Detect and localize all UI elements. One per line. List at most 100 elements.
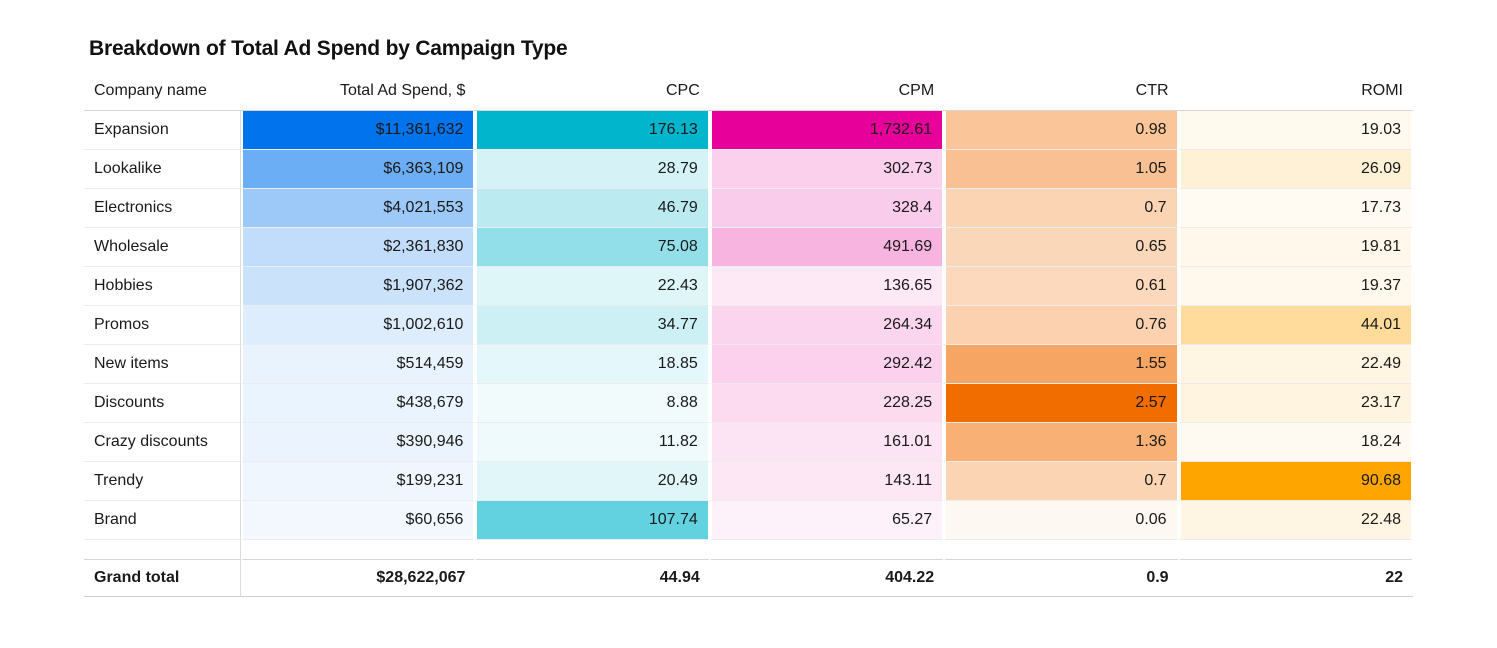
row-label: Lookalike xyxy=(84,150,241,189)
heatmap-cell-cpc: 75.08 xyxy=(475,228,710,267)
heatmap-cell-ctr: 1.55 xyxy=(944,345,1179,384)
heatmap-cell-ad-spend: $1,907,362 xyxy=(241,267,476,306)
heatmap-cell-ctr: 2.57 xyxy=(944,384,1179,423)
heatmap-cell-cpc: 46.79 xyxy=(475,189,710,228)
heatmap-cell-cpc: 8.88 xyxy=(475,384,710,423)
heatmap-cell-cpc: 22.43 xyxy=(475,267,710,306)
heatmap-cell-cpm: 328.4 xyxy=(709,189,945,228)
heatmap-cell-romi: 17.73 xyxy=(1178,189,1413,228)
grand-total-cpm: 404.22 xyxy=(709,560,945,597)
heatmap-cell-ctr: 1.36 xyxy=(944,423,1179,462)
grand-total-cpc: 44.94 xyxy=(475,560,710,597)
heatmap-cell-ad-spend: $2,361,830 xyxy=(241,228,476,267)
heatmap-cell-cpc: 11.82 xyxy=(475,423,710,462)
heatmap-cell-ctr: 0.7 xyxy=(944,189,1179,228)
grand-total-ad-spend: $28,622,067 xyxy=(241,560,476,597)
heatmap-cell-romi: 18.24 xyxy=(1178,423,1413,462)
table-row: Trendy $199,231 20.49 143.11 0.7 90.68 xyxy=(84,462,1413,501)
column-header-romi[interactable]: ROMI xyxy=(1178,72,1413,111)
heatmap-cell-cpm: 264.34 xyxy=(709,306,945,345)
heatmap-cell-cpc: 18.85 xyxy=(475,345,710,384)
spacer-cell xyxy=(709,540,945,560)
table-row: Crazy discounts $390,946 11.82 161.01 1.36 18… xyxy=(84,423,1413,462)
heatmap-cell-ad-spend: $390,946 xyxy=(241,423,476,462)
row-label: Brand xyxy=(84,501,241,540)
column-header-total-ad-spend[interactable]: Total Ad Spend, $ xyxy=(241,72,476,111)
table-row: Wholesale $2,361,830 75.08 491.69 0.65 19.81 xyxy=(84,228,1413,267)
heatmap-cell-ctr: 0.65 xyxy=(944,228,1179,267)
heatmap-cell-ad-spend: $1,002,610 xyxy=(241,306,476,345)
table-row: Expansion $11,361,632 176.13 1,732.61 0.98 19… xyxy=(84,111,1413,150)
spacer-cell xyxy=(944,540,1179,560)
heatmap-cell-ctr: 0.76 xyxy=(944,306,1179,345)
column-header-cpc[interactable]: CPC xyxy=(475,72,710,111)
column-header-ctr[interactable]: CTR xyxy=(944,72,1179,111)
heatmap-cell-cpc: 20.49 xyxy=(475,462,710,501)
heatmap-cell-cpm: 1,732.61 xyxy=(709,111,945,150)
spacer-cell xyxy=(1178,540,1413,560)
header-row: Company name Total Ad Spend, $ CPC CPM C… xyxy=(84,72,1413,111)
heatmap-cell-romi: 22.48 xyxy=(1178,501,1413,540)
heatmap-cell-cpc: 28.79 xyxy=(475,150,710,189)
chart-title: Breakdown of Total Ad Spend by Campaign … xyxy=(89,37,568,60)
row-label: Discounts xyxy=(84,384,241,423)
heatmap-cell-ad-spend: $438,679 xyxy=(241,384,476,423)
table-row: Promos $1,002,610 34.77 264.34 0.76 44.01 xyxy=(84,306,1413,345)
table-row: Discounts $438,679 8.88 228.25 2.57 23.17 xyxy=(84,384,1413,423)
heatmap-cell-ad-spend: $6,363,109 xyxy=(241,150,476,189)
table-row: New items $514,459 18.85 292.42 1.55 22.49 xyxy=(84,345,1413,384)
heatmap-cell-romi: 44.01 xyxy=(1178,306,1413,345)
heatmap-cell-romi: 19.37 xyxy=(1178,267,1413,306)
heatmap-cell-cpc: 176.13 xyxy=(475,111,710,150)
heatmap-cell-cpm: 302.73 xyxy=(709,150,945,189)
heatmap-cell-ctr: 0.06 xyxy=(944,501,1179,540)
row-label: Crazy discounts xyxy=(84,423,241,462)
spacer-cell xyxy=(241,540,476,560)
heatmap-body: Expansion $11,361,632 176.13 1,732.61 0.98 19… xyxy=(84,111,1413,540)
heatmap-cell-ad-spend: $11,361,632 xyxy=(241,111,476,150)
row-label: Promos xyxy=(84,306,241,345)
heatmap-cell-romi: 90.68 xyxy=(1178,462,1413,501)
heatmap-cell-cpc: 107.74 xyxy=(475,501,710,540)
heatmap-cell-romi: 19.03 xyxy=(1178,111,1413,150)
heatmap-cell-cpm: 161.01 xyxy=(709,423,945,462)
heatmap-cell-cpm: 491.69 xyxy=(709,228,945,267)
spacer-cell xyxy=(84,540,241,560)
row-label: Wholesale xyxy=(84,228,241,267)
row-label: Hobbies xyxy=(84,267,241,306)
spacer-row xyxy=(84,540,1413,560)
heatmap-cell-romi: 22.49 xyxy=(1178,345,1413,384)
heatmap-cell-romi: 19.81 xyxy=(1178,228,1413,267)
table-row: Electronics $4,021,553 46.79 328.4 0.7 17.73 xyxy=(84,189,1413,228)
grand-total-romi: 22 xyxy=(1178,560,1413,597)
table-row: Lookalike $6,363,109 28.79 302.73 1.05 26.09 xyxy=(84,150,1413,189)
heatmap-cell-cpc: 34.77 xyxy=(475,306,710,345)
column-header-company-name[interactable]: Company name xyxy=(84,72,241,111)
column-header-cpm[interactable]: CPM xyxy=(709,72,945,111)
row-label: Expansion xyxy=(84,111,241,150)
table-row: Brand $60,656 107.74 65.27 0.06 22.48 xyxy=(84,501,1413,540)
grand-total-ctr: 0.9 xyxy=(944,560,1179,597)
heatmap-cell-cpm: 228.25 xyxy=(709,384,945,423)
row-label: New items xyxy=(84,345,241,384)
heatmap-cell-ad-spend: $199,231 xyxy=(241,462,476,501)
heatmap-cell-cpm: 65.27 xyxy=(709,501,945,540)
heatmap-cell-ad-spend: $60,656 xyxy=(241,501,476,540)
grand-total-label: Grand total xyxy=(84,560,241,597)
table-row: Hobbies $1,907,362 22.43 136.65 0.61 19.37 xyxy=(84,267,1413,306)
heatmap-cell-ctr: 0.7 xyxy=(944,462,1179,501)
heatmap-cell-romi: 23.17 xyxy=(1178,384,1413,423)
heatmap-cell-cpm: 143.11 xyxy=(709,462,945,501)
heatmap-cell-ctr: 1.05 xyxy=(944,150,1179,189)
row-label: Electronics xyxy=(84,189,241,228)
heatmap-cell-ctr: 0.61 xyxy=(944,267,1179,306)
grand-total-row: Grand total $28,622,067 44.94 404.22 0.9… xyxy=(84,560,1413,597)
heatmap-cell-cpm: 292.42 xyxy=(709,345,945,384)
heatmap-cell-ad-spend: $514,459 xyxy=(241,345,476,384)
spacer-cell xyxy=(475,540,710,560)
row-label: Trendy xyxy=(84,462,241,501)
heatmap-cell-cpm: 136.65 xyxy=(709,267,945,306)
heatmap-cell-romi: 26.09 xyxy=(1178,150,1413,189)
heatmap-cell-ctr: 0.98 xyxy=(944,111,1179,150)
heatmap-table: Company name Total Ad Spend, $ CPC CPM C… xyxy=(84,72,1413,597)
